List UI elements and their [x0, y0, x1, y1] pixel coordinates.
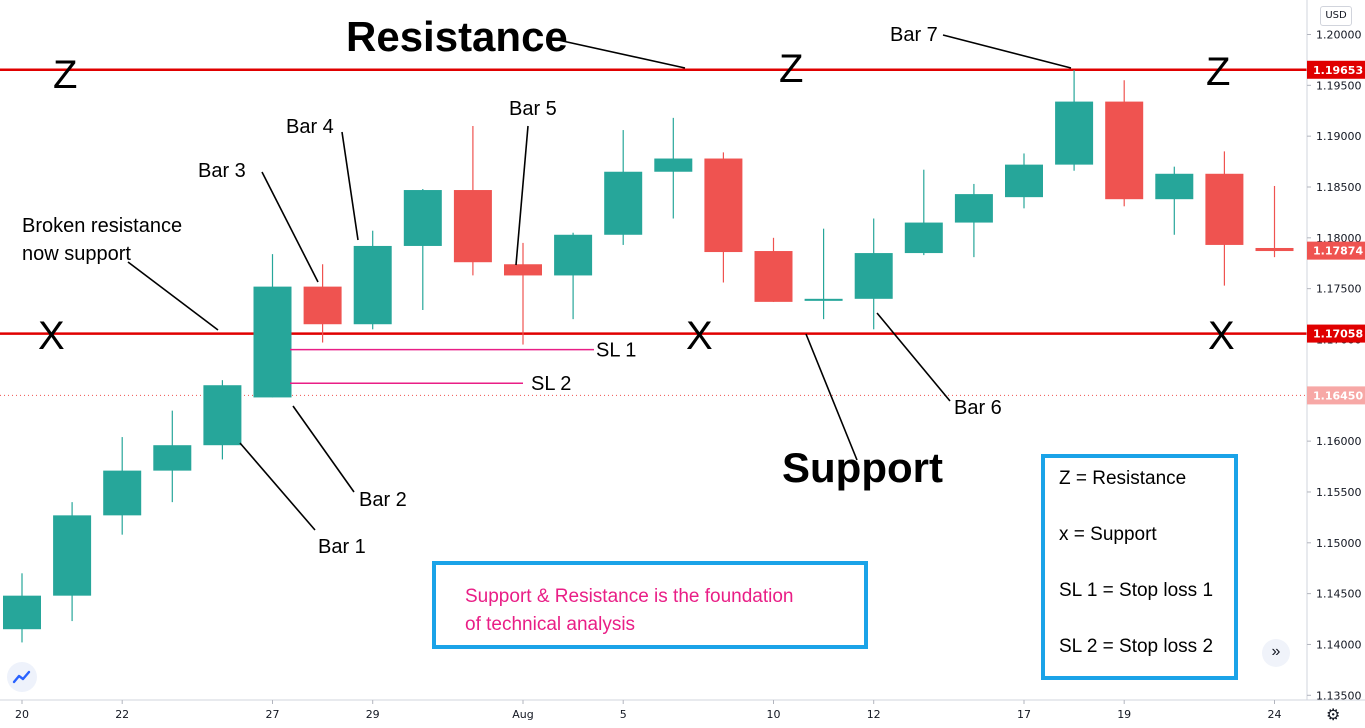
bar1-label: Bar 1 [318, 536, 366, 558]
candle-body [1255, 247, 1294, 252]
candle-body [954, 194, 993, 223]
y-tick-label: 1.13500 [1316, 689, 1362, 702]
candle-body [604, 171, 643, 235]
price-tag [1307, 324, 1365, 343]
support-pointer [805, 333, 858, 461]
y-tick-label: 1.20000 [1316, 29, 1362, 42]
x-tick-label: 22 [115, 708, 129, 721]
y-tick-label: 1.15500 [1316, 486, 1362, 499]
candle-body [1055, 101, 1094, 165]
price-tag [1307, 386, 1365, 405]
bar7-pointer [942, 34, 1072, 69]
price-tag [1307, 60, 1365, 79]
candle-body [3, 595, 41, 630]
candle-body [504, 264, 542, 276]
info-box-line-1: Support & Resistance is the foundation [465, 586, 794, 607]
y-tick-label: 1.18000 [1316, 232, 1362, 245]
x-tick-label: 29 [366, 708, 380, 721]
gear-icon[interactable]: ⚙ [1326, 707, 1341, 724]
support-title: Support [782, 444, 943, 491]
double-chevron-right-icon[interactable]: » [1262, 639, 1290, 667]
bar6-pointer [876, 312, 951, 402]
x-mark: X [1208, 314, 1235, 358]
bar5-label: Bar 5 [509, 98, 557, 120]
bar7-label: Bar 7 [890, 24, 938, 46]
candle-body [904, 222, 943, 254]
candle-body [253, 286, 292, 398]
candle-body [353, 245, 392, 325]
bar4-label: Bar 4 [286, 116, 334, 138]
broken-resistance-label: Broken resistance [22, 215, 182, 237]
candle-body [654, 158, 693, 172]
legend-item-support: x = Support [1059, 524, 1157, 545]
tradingview-logo-icon[interactable] [7, 662, 37, 692]
y-tick-label: 1.16000 [1316, 435, 1362, 448]
price-tag-label: 1.19653 [1313, 64, 1363, 77]
z-mark: Z [53, 53, 77, 97]
candle-body [1205, 173, 1244, 245]
y-tick-label: 1.14000 [1316, 638, 1362, 651]
bar2-pointer [292, 405, 355, 493]
x-tick-label: 24 [1268, 708, 1282, 721]
candle-body [203, 385, 242, 446]
candle-body [53, 515, 92, 596]
last-price-label: 1.17874 [1313, 245, 1363, 258]
candle-body [303, 286, 342, 325]
bar3-pointer [261, 171, 319, 283]
x-tick-label: Aug [512, 708, 533, 721]
info-box: Support & Resistance is the foundation o… [432, 561, 868, 649]
y-tick-label: 1.18500 [1316, 181, 1362, 194]
price-tag-label: 1.16450 [1313, 389, 1363, 402]
bar6-label: Bar 6 [954, 397, 1002, 419]
x-tick-label: 20 [15, 708, 29, 721]
candle-body [453, 190, 492, 263]
info-box-line-2: of technical analysis [465, 614, 636, 635]
candle-body [854, 253, 893, 299]
candle-body [1005, 164, 1043, 198]
bar2-label: Bar 2 [359, 489, 407, 511]
x-tick-label: 27 [266, 708, 280, 721]
y-tick-label: 1.19500 [1316, 79, 1362, 92]
candle-body [153, 445, 192, 471]
bar4-pointer [341, 131, 359, 241]
candle-body [554, 234, 593, 276]
x-tick-label: 19 [1117, 708, 1131, 721]
x-tick-label: 17 [1017, 708, 1031, 721]
sl1-label: SL 1 [596, 340, 636, 362]
x-tick-label: 12 [867, 708, 881, 721]
legend-item-sl2: SL 2 = Stop loss 2 [1059, 636, 1214, 657]
y-tick-label: 1.17500 [1316, 283, 1362, 296]
candle-body [403, 190, 442, 246]
bar1-pointer [239, 442, 316, 531]
legend-box: Z = Resistance x = Support SL 1 = Stop l… [1041, 454, 1238, 680]
broken-resistance-pointer [127, 261, 219, 331]
currency-badge[interactable]: USD [1320, 6, 1352, 26]
x-tick-label: 10 [767, 708, 781, 721]
candle-body [704, 158, 743, 253]
x-tick-label: 5 [620, 708, 627, 721]
now-support-label: now support [22, 243, 131, 265]
y-tick-label: 1.15000 [1316, 537, 1362, 550]
candle-body [1155, 173, 1194, 200]
z-mark: Z [1206, 50, 1230, 94]
last-price-tag [1307, 241, 1365, 260]
sl2-label: SL 2 [531, 373, 571, 395]
legend-item-sl1: SL 1 = Stop loss 1 [1059, 580, 1214, 601]
y-tick-label: 1.19000 [1316, 130, 1362, 143]
x-mark: X [38, 314, 65, 358]
bar3-label: Bar 3 [198, 160, 246, 182]
x-mark: X [686, 314, 713, 358]
candle-body [754, 251, 793, 302]
y-tick-label: 1.14500 [1316, 588, 1362, 601]
z-mark: Z [779, 47, 803, 91]
candle-body [1105, 101, 1144, 200]
resistance-title: Resistance [346, 13, 568, 60]
price-tag-label: 1.17058 [1313, 328, 1363, 341]
bar5-pointer [515, 125, 529, 266]
candle-body [103, 470, 142, 516]
legend-item-resistance: Z = Resistance [1059, 468, 1187, 489]
resistance-pointer [557, 39, 686, 69]
candle-body [804, 298, 843, 301]
